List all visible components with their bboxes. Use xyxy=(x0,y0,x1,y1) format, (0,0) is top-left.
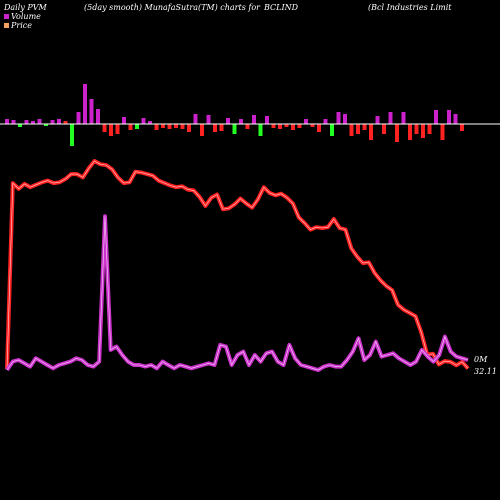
volume-bar xyxy=(343,114,347,124)
volume-bar xyxy=(291,124,295,130)
volume-bar xyxy=(453,114,458,124)
price-end-label: 32.11 xyxy=(474,367,497,376)
volume-bar xyxy=(50,120,55,124)
chart-title-symbol: BCLIND xyxy=(264,3,299,12)
volume-line-highlight xyxy=(6,216,469,371)
volume-bar xyxy=(349,124,354,136)
volume-bar xyxy=(369,124,373,140)
volume-bar xyxy=(447,110,451,124)
volume-bar xyxy=(421,124,425,138)
volume-bar xyxy=(395,124,399,142)
volume-bar xyxy=(57,119,61,124)
volume-bar xyxy=(219,124,224,131)
volume-bar xyxy=(304,119,308,124)
volume-bar xyxy=(187,124,191,132)
legend-price-swatch xyxy=(4,23,9,28)
volume-bar xyxy=(213,124,217,132)
volume-bar xyxy=(375,116,380,124)
volume-bar xyxy=(440,124,445,140)
volume-bar xyxy=(401,112,406,124)
series-lines xyxy=(5,159,470,372)
volume-bar xyxy=(96,109,100,124)
legend-volume-label: Volume xyxy=(11,12,41,21)
volume-bar xyxy=(37,119,42,124)
volume-bar xyxy=(174,124,178,128)
legend-volume-swatch xyxy=(4,14,9,19)
legend-volume: Volume xyxy=(4,12,41,21)
volume-bar xyxy=(109,124,113,136)
volume-bar xyxy=(63,121,68,124)
volume-bar xyxy=(427,124,432,134)
volume-end-label: 0M xyxy=(474,355,488,364)
volume-bar xyxy=(330,124,334,136)
volume-bar xyxy=(128,124,133,130)
volume-bar xyxy=(76,112,81,124)
volume-bar xyxy=(122,117,126,124)
volume-bar xyxy=(239,119,243,124)
volume-bar xyxy=(102,124,107,132)
price-line-highlight xyxy=(6,160,469,370)
price-line xyxy=(5,159,470,370)
volume-bar xyxy=(434,110,438,124)
volume-bar xyxy=(154,124,159,130)
volume-bar xyxy=(278,124,282,129)
volume-line xyxy=(5,214,469,372)
volume-bar xyxy=(31,121,35,124)
volume-bar xyxy=(5,119,9,124)
volume-bar xyxy=(11,120,16,124)
volume-bar xyxy=(336,112,341,124)
chart-title-company: (Bcl Industries Limit xyxy=(368,3,452,12)
volume-bar xyxy=(193,114,198,124)
volume-bar xyxy=(148,121,152,124)
volume-bar xyxy=(83,84,87,124)
volume-bar xyxy=(70,124,74,146)
volume-bar xyxy=(180,124,185,129)
volume-bar xyxy=(232,124,237,134)
volume-bar xyxy=(161,124,165,128)
volume-bar xyxy=(167,124,172,129)
volume-bar xyxy=(388,112,393,124)
volume-bar xyxy=(382,124,386,134)
chart-title-pvm: Daily PVM xyxy=(4,3,47,12)
volume-bar xyxy=(317,124,321,132)
volume-bar xyxy=(18,124,22,127)
volume-bar xyxy=(323,119,328,124)
volume-bar xyxy=(271,124,276,128)
volume-bar xyxy=(356,124,360,134)
volume-bar xyxy=(206,115,211,124)
chart-title-smooth: (5day smooth) MunafaSutra(TM) charts for xyxy=(84,3,260,12)
legend-price: Price xyxy=(4,21,32,30)
volume-bar xyxy=(408,124,412,140)
volume-bar xyxy=(135,124,139,129)
volume-bar xyxy=(284,124,289,127)
volume-bar xyxy=(245,124,250,129)
volume-bar xyxy=(200,124,204,136)
volume-bar xyxy=(297,124,302,128)
volume-bar xyxy=(115,124,120,134)
volume-bar xyxy=(460,124,464,131)
volume-bars xyxy=(5,84,464,146)
volume-bar xyxy=(414,124,419,134)
volume-bar xyxy=(265,116,269,124)
volume-bar xyxy=(141,118,146,124)
volume-bar xyxy=(226,118,230,124)
volume-bar xyxy=(252,115,256,124)
volume-bar xyxy=(44,124,48,126)
volume-bar xyxy=(89,99,94,124)
volume-bar xyxy=(362,124,367,130)
volume-bar xyxy=(310,124,315,127)
volume-bar xyxy=(258,124,263,136)
legend-price-label: Price xyxy=(11,21,32,30)
volume-bar xyxy=(24,120,29,124)
